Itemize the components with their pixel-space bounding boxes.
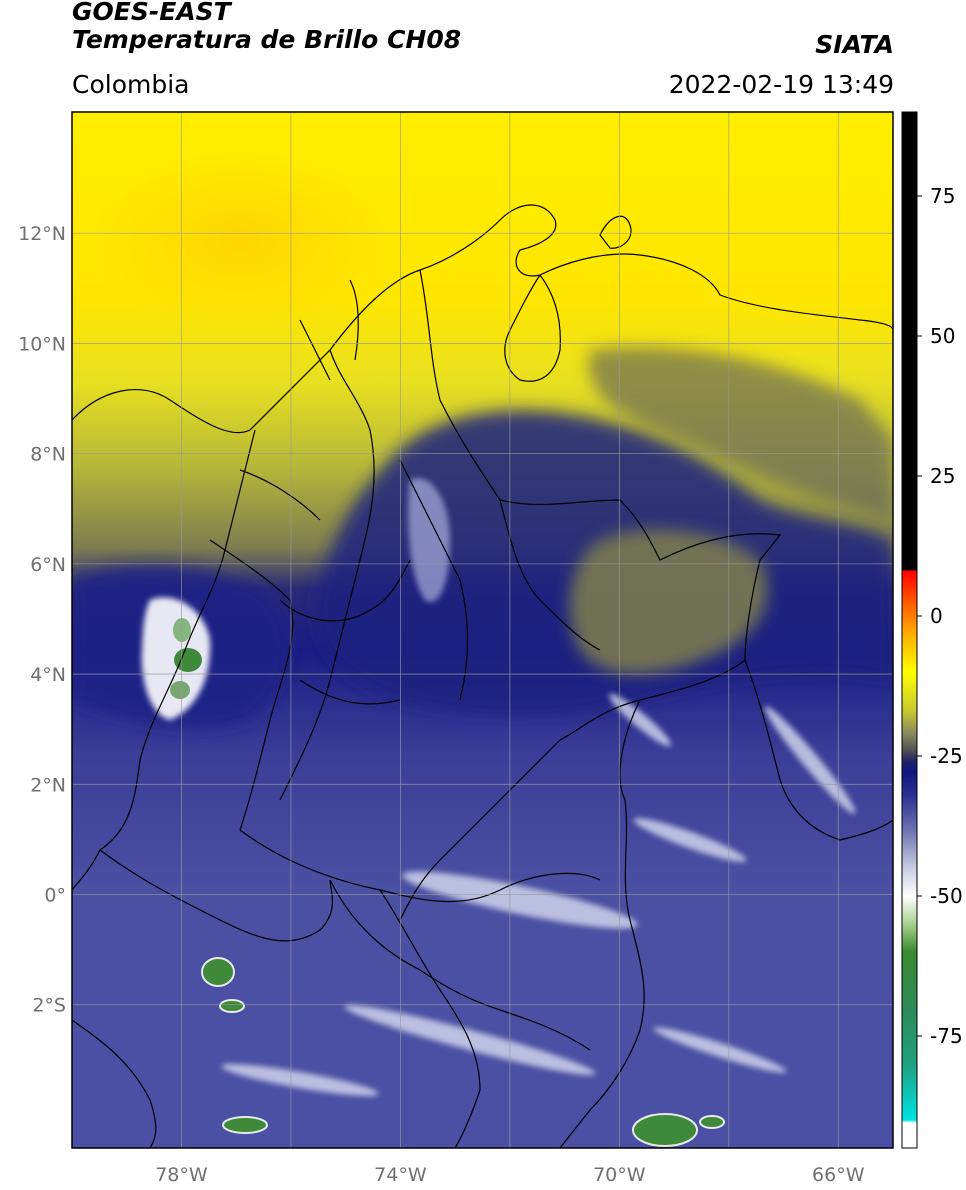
latitude-tick-label: 2°S (32, 995, 66, 1017)
colorbar-ticks: 75 50 25 0 -25 -50 -75 (917, 184, 963, 1048)
colorbar-tick-label: 0 (930, 604, 943, 628)
longitude-tick-label: 66°W (812, 1164, 865, 1186)
coastlines-borders (72, 204, 893, 1148)
colorbar-gradient (901, 111, 918, 1149)
colorbar-tick-label: -75 (930, 1024, 963, 1048)
graticule (72, 112, 893, 1148)
latitude-tick-label: 4°N (30, 664, 66, 686)
brightness-temperature-field (72, 112, 893, 1148)
map-frame (71, 111, 894, 1149)
map-title: GOES-EAST Temperatura de Brillo CH08 (72, 0, 461, 54)
longitude-tick-label: 78°W (155, 1164, 208, 1186)
cold-cloud-cores (201, 957, 725, 1147)
colorbar-tick-label: -50 (930, 884, 963, 908)
timestamp-label: 2022-02-19 13:49 (668, 70, 894, 99)
colorbar-tick-label: 75 (930, 184, 955, 208)
latitude-tick-label: 12°N (18, 223, 66, 245)
longitude-tick-label: 70°W (593, 1164, 646, 1186)
colorbar: 75 50 25 0 -25 -50 -75 (901, 111, 963, 1149)
latitude-tick-label: 8°N (30, 444, 66, 466)
latitude-tick-label: 6°N (30, 554, 66, 576)
colorbar-tick-label: 50 (930, 324, 955, 348)
longitude-tick-label: 74°W (374, 1164, 427, 1186)
latitude-tick-label: 2°N (30, 774, 66, 796)
latitude-axis: 12°N 10°N 8°N 6°N 4°N 2°N 0° 2°S (18, 223, 66, 1016)
satellite-name: GOES-EAST (72, 0, 231, 26)
latitude-tick-label: 10°N (18, 333, 66, 355)
latitude-tick-label: 0° (44, 885, 66, 907)
colorbar-tick-label: 25 (930, 464, 955, 488)
product-name: Temperatura de Brillo CH08 (72, 25, 462, 54)
source-label: SIATA (815, 30, 894, 59)
colorbar-tick-label: -25 (930, 744, 963, 768)
region-label: Colombia (72, 70, 190, 99)
longitude-axis: 78°W 74°W 70°W 66°W (155, 1164, 864, 1186)
